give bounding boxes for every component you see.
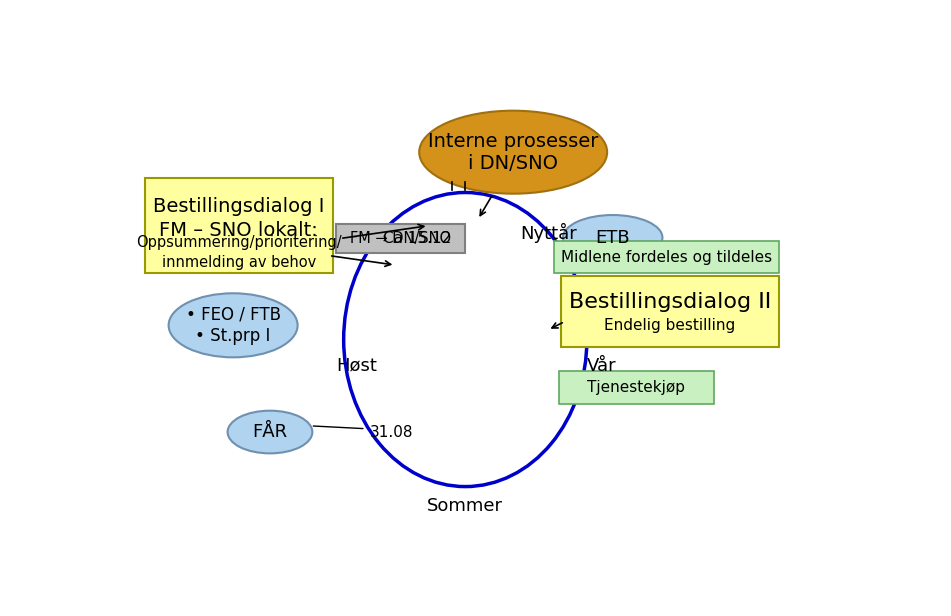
Text: Oppsummering/prioritering/
innmelding av behov: Oppsummering/prioritering/ innmelding av… bbox=[136, 235, 341, 270]
FancyBboxPatch shape bbox=[561, 275, 779, 347]
FancyBboxPatch shape bbox=[553, 241, 779, 273]
Text: Midlene fordeles og tildeles: Midlene fordeles og tildeles bbox=[560, 249, 771, 264]
Text: 31.08: 31.08 bbox=[369, 424, 413, 440]
Text: Nyttår: Nyttår bbox=[520, 223, 577, 243]
FancyBboxPatch shape bbox=[337, 224, 465, 253]
Text: ETB: ETB bbox=[595, 229, 630, 246]
Text: Ca 15.12: Ca 15.12 bbox=[383, 232, 452, 246]
Text: Endelig bestilling: Endelig bestilling bbox=[604, 318, 735, 333]
Text: Interne prosesser
i DN/SNO: Interne prosesser i DN/SNO bbox=[428, 132, 598, 172]
Text: FM → DN/SNO: FM → DN/SNO bbox=[350, 231, 452, 246]
Text: Bestillingsdialog I
FM – SNO lokalt:: Bestillingsdialog I FM – SNO lokalt: bbox=[153, 197, 324, 240]
Ellipse shape bbox=[563, 215, 663, 260]
Ellipse shape bbox=[168, 293, 298, 357]
Ellipse shape bbox=[419, 111, 607, 193]
FancyBboxPatch shape bbox=[559, 371, 713, 403]
Text: Høst: Høst bbox=[337, 357, 378, 375]
Text: Bestillingsdialog II: Bestillingsdialog II bbox=[569, 292, 771, 312]
Ellipse shape bbox=[227, 411, 312, 453]
FancyBboxPatch shape bbox=[145, 178, 333, 273]
Text: FÅR: FÅR bbox=[252, 423, 287, 441]
Text: Vår: Vår bbox=[587, 357, 616, 375]
Text: Tjenestekjøp: Tjenestekjøp bbox=[588, 380, 686, 395]
Text: • FEO / FTB
• St.prp I: • FEO / FTB • St.prp I bbox=[185, 306, 281, 345]
Text: Sommer: Sommer bbox=[427, 496, 503, 514]
